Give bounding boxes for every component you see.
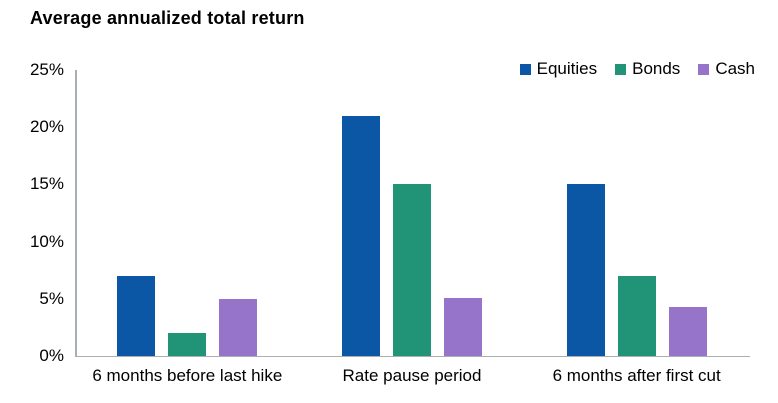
bar-cash-group2 — [444, 297, 482, 356]
y-tick-label: 5% — [39, 288, 64, 308]
bar-cash-group3 — [668, 306, 707, 356]
legend-item-cash: Cash — [698, 59, 755, 79]
bar-equities-group1 — [117, 275, 156, 356]
bar-equities-group3 — [566, 184, 605, 356]
legend-swatch-icon — [615, 63, 627, 75]
chart-title: Average annualized total return — [30, 8, 305, 28]
y-tick-label: 20% — [29, 117, 64, 137]
legend-label: Bonds — [632, 59, 681, 78]
x-category-label: Rate pause period — [342, 366, 482, 385]
legend-swatch-icon — [519, 63, 531, 75]
x-category-label: 6 months after first cut — [552, 366, 721, 385]
x-axis-line — [75, 355, 750, 357]
bar-bonds-group3 — [617, 275, 656, 356]
bar-cash-group1 — [219, 298, 258, 356]
bar-bonds-group1 — [168, 333, 207, 356]
y-tick-label: 25% — [29, 60, 64, 79]
legend-swatch-icon — [698, 63, 710, 75]
chart-legend: Equities Bonds Cash — [519, 59, 755, 79]
y-tick-label: 0% — [39, 346, 64, 365]
legend-label: Cash — [715, 59, 755, 78]
y-tick-label: 10% — [29, 231, 64, 251]
legend-item-bonds: Bonds — [615, 59, 680, 79]
x-category-label: 6 months before last hike — [92, 366, 283, 385]
legend-item-equities: Equities — [519, 59, 598, 79]
y-axis-line — [75, 70, 77, 356]
bar-bonds-group2 — [393, 184, 431, 356]
y-tick-label: 15% — [29, 174, 64, 194]
legend-label: Equities — [536, 59, 598, 78]
bar-equities-group2 — [342, 115, 380, 356]
